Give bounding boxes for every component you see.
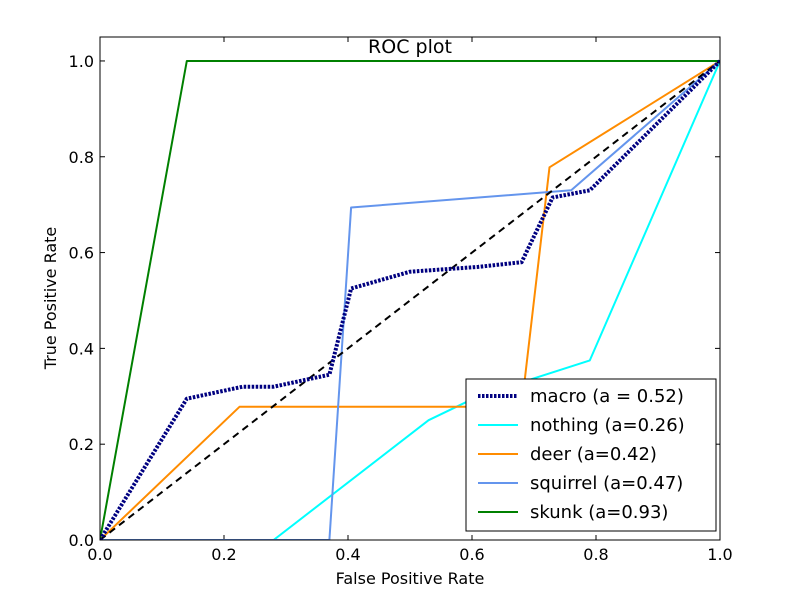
axis-ticks: 0.0 0.2 0.4 0.6 0.8 1.0 0.0 0.2 0.4 0.6 0.8 1.0 [69,37,733,564]
legend-label-macro: macro (a = 0.52) [530,386,684,407]
legend: macro (a = 0.52) nothing (a=0.26) deer (a=… [465,378,717,532]
legend-label-skunk: skunk (a=0.93) [530,502,668,523]
series-line-skunk [100,60,720,540]
y-tick-label: 0.8 [69,148,94,167]
y-tick-label: 0.0 [69,531,94,550]
x-axis-title: False Positive Rate [336,569,485,588]
y-tick-label: 0.4 [69,339,94,358]
y-tick-label: 1.0 [69,52,94,71]
x-tick-label: 1.0 [707,545,732,564]
series-line-macro [100,59,720,540]
y-axis-title: True Positive Rate [41,227,60,371]
x-tick-label: 0.0 [87,545,112,564]
series-line-squirrel [100,60,720,540]
y-tick-label: 0.2 [69,435,94,454]
y-tick-label: 0.6 [69,244,94,263]
chance-diagonal-line [100,60,720,540]
series-line-nothing [100,60,720,540]
x-tick-label: 0.2 [211,545,236,564]
plot-frame [99,36,721,541]
legend-label-squirrel: squirrel (a=0.47) [530,473,683,494]
x-tick-label: 0.4 [335,545,360,564]
legend-label-nothing: nothing (a=0.26) [530,415,685,436]
legend-label-deer: deer (a=0.42) [530,444,657,465]
chart-title: ROC plot [368,36,452,58]
x-tick-label: 0.6 [459,545,484,564]
x-tick-label: 0.8 [583,545,608,564]
